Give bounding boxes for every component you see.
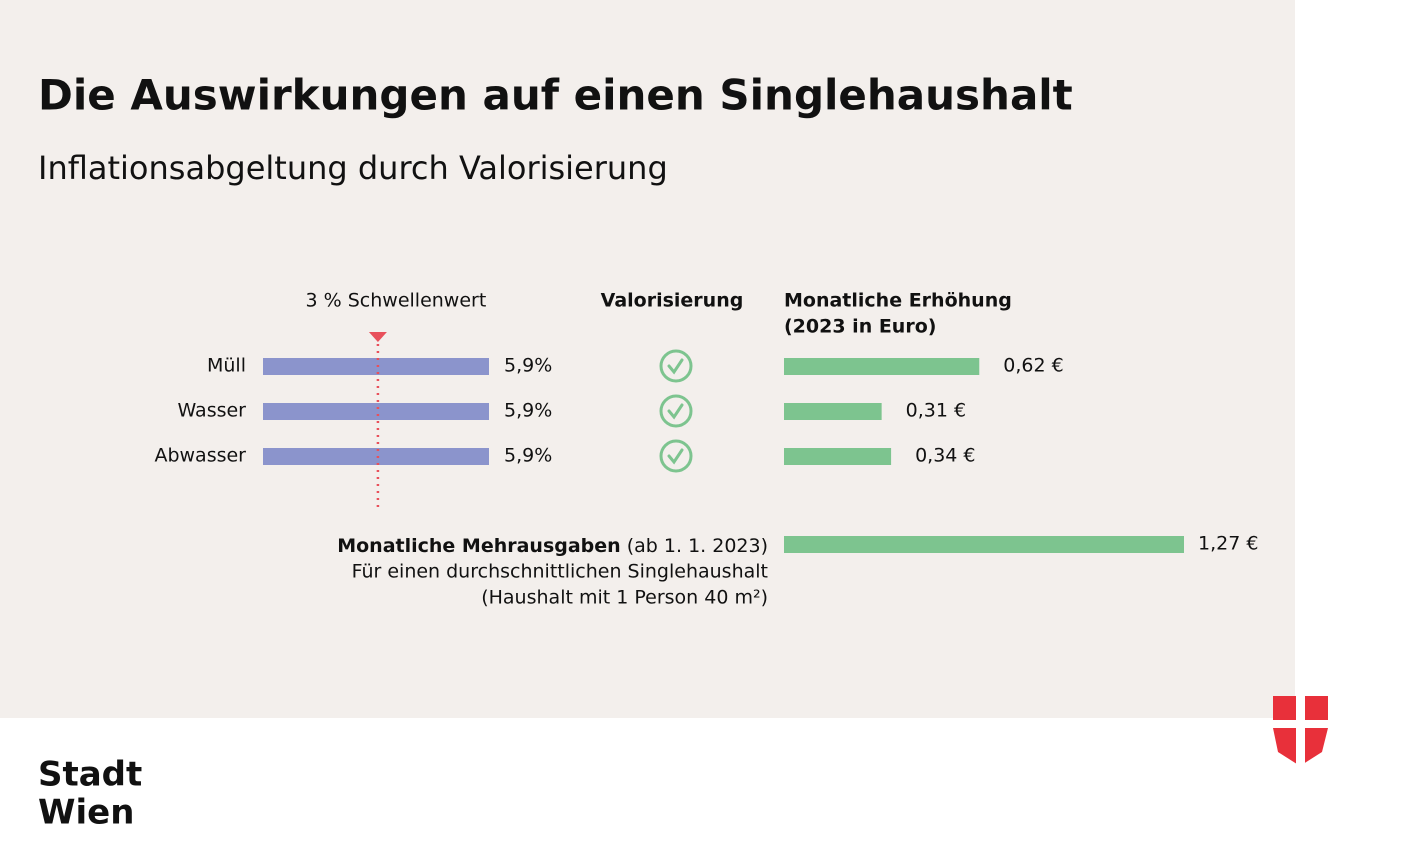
value-label: 0,62 € (1003, 355, 1063, 377)
column-title: Valorisierung (601, 290, 744, 312)
check-icon (659, 394, 693, 428)
row-label: Wasser (177, 400, 246, 422)
bar (263, 403, 489, 420)
bar (263, 448, 489, 465)
value-label: 0,31 € (906, 400, 966, 422)
title: Die Auswirkungen auf einen Singlehaushal… (38, 71, 1073, 120)
check-icon (659, 439, 693, 473)
row-label: Abwasser (154, 445, 246, 467)
logo-text: Stadt (38, 755, 142, 795)
value-label: 5,9% (504, 445, 552, 467)
check-mark (667, 358, 684, 375)
value-label: 0,34 € (915, 445, 975, 467)
logo-text: Wien (38, 793, 134, 833)
total-bar (784, 536, 1184, 553)
total-label: Monatliche Mehrausgaben (ab 1. 1. 2023) (337, 535, 768, 557)
bar (263, 358, 489, 375)
check-mark (667, 403, 684, 420)
threshold-marker (368, 332, 387, 342)
subtitle: Inflationsabgeltung durch Valorisierung (38, 149, 668, 187)
bar (784, 448, 892, 465)
bar (784, 358, 980, 375)
bar (784, 403, 882, 420)
check-mark (667, 448, 684, 465)
logo-stripe (1296, 696, 1305, 766)
total-label-bold: Monatliche Mehrausgaben (337, 535, 621, 557)
column-title: Monatliche Erhöhung (784, 290, 1012, 312)
row-label: Müll (207, 355, 246, 377)
value-label: 5,9% (504, 355, 552, 377)
total-value-label: 1,27 € (1198, 533, 1258, 555)
panel (0, 0, 1295, 718)
threshold-label: 3 % Schwellenwert (306, 290, 487, 312)
column-title: (2023 in Euro) (784, 316, 936, 338)
total-note: (Haushalt mit 1 Person 40 m²) (481, 587, 768, 609)
check-icon (659, 349, 693, 383)
value-label: 5,9% (504, 400, 552, 422)
total-note: Für einen durchschnittlichen Singlehaush… (352, 561, 768, 583)
total-label-rest: (ab 1. 1. 2023) (621, 535, 768, 557)
logo (1273, 696, 1328, 766)
